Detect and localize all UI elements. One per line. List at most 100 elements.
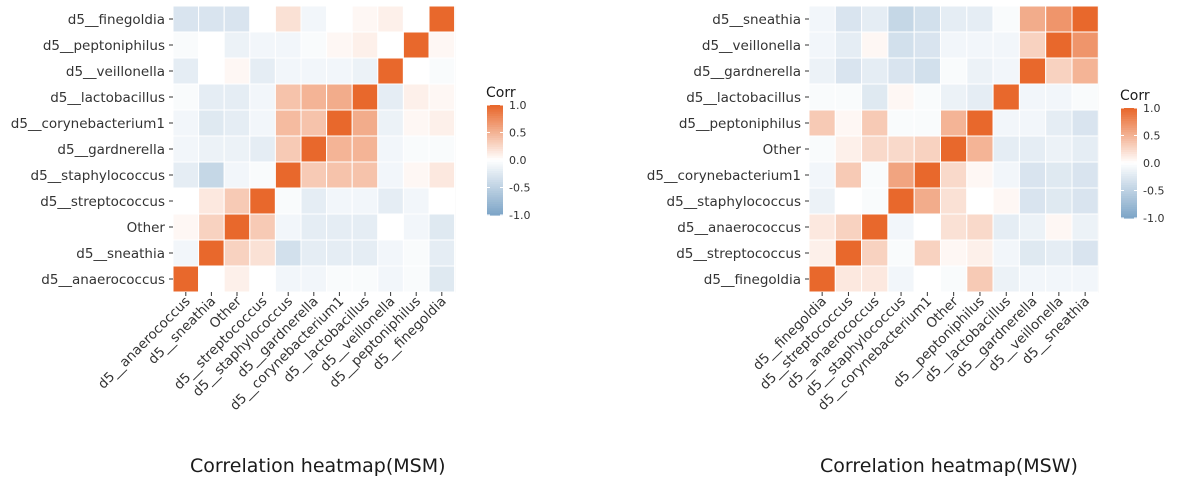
heatmap-cell [940,135,968,163]
legend-tick-label: -1.0 [1143,212,1164,225]
heatmap-cell [326,265,353,293]
heatmap-cell [377,161,404,189]
heatmap-cell [249,83,276,111]
legend-gradient-step [487,186,503,190]
heatmap-cell [966,5,994,33]
legend-gradient-step [1121,171,1137,175]
legend-tick-label: 1.0 [1143,102,1161,115]
heatmap-cell [861,265,889,293]
heatmap-cell [940,213,968,241]
heatmap-cell [402,83,430,111]
heatmap-cell [351,57,379,85]
legend-gradient-step [487,190,503,194]
legend-gradient-step [1121,196,1137,199]
legend-gradient-step [1121,200,1137,204]
legend-title: Corr [1120,88,1150,104]
heatmap-cell [300,187,328,215]
panel-msw: d5__sneathia d5__veillonella d5__gardnerel… [590,0,1179,497]
heatmap-cell [1018,83,1047,111]
heatmap-cell [861,161,889,189]
heatmap-cell [992,135,1020,163]
heatmap-cell [913,213,942,241]
heatmap-cell [887,57,915,85]
y-tick-label: d5__sneathia [76,246,165,262]
heatmap-cell [913,187,942,215]
heatmap-cell [428,109,456,137]
heatmap-cell [351,5,379,33]
heatmap-cell [198,239,225,267]
legend-gradient-step [487,131,503,135]
heatmap-cell [223,83,251,111]
legend-gradient-step [487,164,503,168]
heatmap-cell [223,265,251,293]
heatmap-cell [402,187,430,215]
heatmap-cell [198,109,225,137]
legend-gradient-step [487,182,503,185]
legend-tick-label: -1.0 [509,209,530,222]
heatmap-cell [1018,5,1047,33]
heatmap-cell [249,135,276,163]
heatmap-cell [274,187,302,215]
legend-gradient-step [487,206,503,209]
heatmap-cell [223,57,251,85]
heatmap-cell [1045,135,1073,163]
heatmap-cell [300,5,328,33]
heatmap-cell [198,187,225,215]
legend-gradient-step [1121,152,1137,155]
heatmap-cell [274,5,302,33]
heatmap-cell [966,83,994,111]
legend-gradient-step [1121,138,1137,142]
heatmap-cell [377,31,404,59]
heatmap-cell [992,83,1020,111]
legend-gradient-step [487,135,503,139]
legend-gradient-step [487,118,503,121]
heatmap-cell [249,31,276,59]
legend-gradient-step [487,166,503,170]
legend-tick-label: 0.0 [509,154,527,167]
legend-gradient-step [1121,215,1137,219]
heatmap-cell [808,135,836,163]
heatmap-cell [428,239,456,267]
heatmap-cell [992,31,1020,59]
legend-gradient-step [487,199,503,203]
heatmap-cell [966,265,994,293]
heatmap-cell [1071,213,1099,241]
heatmap-cell [808,213,836,241]
heatmap-cell [940,5,968,33]
heatmap-cell [402,109,430,137]
heatmap-cell [1071,31,1099,59]
legend-gradient-step [487,122,503,126]
heatmap-cell [1071,5,1099,33]
heatmap-cell [351,83,379,111]
y-tick-label: d5__corynebacterium1 [647,168,801,184]
heatmap-cell [377,135,404,163]
heatmap-cell [1018,161,1047,189]
heatmap-cell [861,239,889,267]
heatmap-cell [1071,57,1099,85]
legend-tick-label: -0.5 [509,182,530,195]
heatmap-cell [940,161,968,189]
heatmap-cell [1071,83,1099,111]
legend-gradient-step [1121,189,1137,193]
y-tick-label: d5__peptoniphilus [43,38,165,54]
heatmap-cell [300,57,328,85]
heatmap-cell [172,109,200,137]
heatmap-cell [887,265,915,293]
legend-gradient-step [1121,209,1137,212]
heatmap-cell [1071,135,1099,163]
heatmap-cell [274,31,302,59]
heatmap-cell [300,161,328,189]
heatmap-cell [428,161,456,189]
heatmap-cell [966,57,994,85]
y-tick-label: d5__sneathia [712,12,801,28]
heatmap-cell [351,135,379,163]
heatmap-cell [274,265,302,293]
legend-tick-label: 0.5 [1143,130,1161,143]
legend-gradient-step [487,153,503,157]
heatmap-cell [861,31,889,59]
legend-gradient-step [1121,130,1137,133]
heatmap-cell [172,135,200,163]
heatmap-cell [834,57,863,85]
legend-gradient-step [487,177,503,181]
heatmap-cell [913,265,942,293]
